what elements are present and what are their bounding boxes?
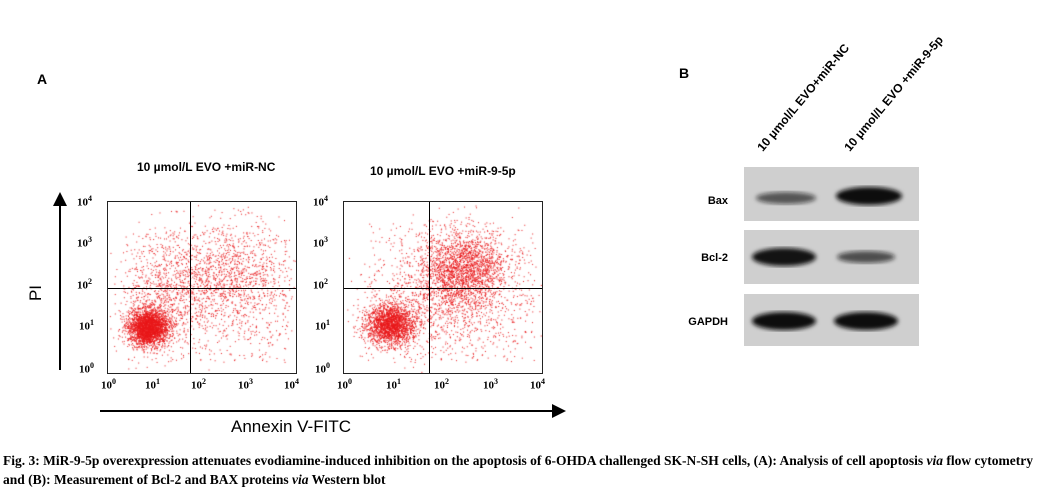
x-tick-1e1: 101 — [386, 377, 401, 392]
y-tick-1e3: 103 — [313, 235, 328, 250]
x-tick-1e4: 104 — [530, 377, 545, 392]
caption-text-2: flow cytometry and (B): Measurement of B… — [3, 453, 1034, 487]
flow-plot-mir-nc — [107, 201, 297, 374]
y-axis-label: PI — [26, 284, 46, 302]
y-tick-1e4: 104 — [77, 194, 92, 209]
y-tick-1e1: 101 — [315, 318, 330, 333]
lane-label-mir-nc: 10 μmol/L EVO+miR-NC — [754, 41, 853, 154]
flow-plot-mir-nc-dots — [108, 202, 296, 373]
blot-label-bax: Bax — [707, 195, 728, 207]
blot-bands-bax — [756, 187, 902, 205]
caption-via-2: via — [292, 472, 309, 487]
blot-strip-bcl2 — [744, 230, 919, 284]
band-gapdh-mir-nc — [752, 312, 816, 330]
caption-text-3: Western blot — [308, 472, 386, 487]
flow-plot-mir-9-5p-dots — [344, 202, 542, 373]
y-axis-arrow — [53, 192, 67, 370]
y-tick-1e4: 104 — [313, 194, 328, 209]
quadrant-gate-horizontal — [108, 288, 296, 289]
flow-plot-mir-9-5p — [343, 201, 543, 374]
caption-text-1: MiR-9-5p overexpression attenuates evodi… — [39, 453, 927, 468]
band-bax-mir-nc — [756, 192, 816, 204]
quadrant-gate-vertical — [190, 202, 191, 373]
figure-caption: Fig. 3: MiR-9-5p overexpression attenuat… — [3, 451, 1043, 489]
band-bcl2-mir-9-5p — [837, 251, 895, 263]
band-bax-mir-9-5p — [836, 187, 902, 205]
x-tick-1e0: 100 — [337, 377, 352, 392]
caption-via-1: via — [926, 453, 944, 468]
caption-fig-label: Fig. 3: — [3, 453, 40, 468]
blot-label-gapdh: GAPDH — [688, 316, 728, 328]
x-tick-1e3: 103 — [238, 377, 253, 392]
x-axis-label: Annexin V-FITC — [231, 417, 351, 436]
quadrant-gate-vertical — [429, 202, 430, 373]
y-tick-1e0: 100 — [79, 361, 94, 376]
lane-label-mir-9-5p: 10 μmol/L EVO +miR-9-5p — [841, 33, 946, 154]
band-bcl2-mir-nc — [752, 248, 816, 266]
x-tick-1e2: 102 — [434, 377, 449, 392]
blot-strip-bax — [744, 167, 919, 221]
x-axis-arrow — [100, 404, 566, 418]
blot-bands-bcl2 — [752, 248, 895, 266]
x-tick-1e4: 104 — [284, 377, 299, 392]
blot-strip-gapdh — [744, 294, 919, 346]
plot-1-title: 10 µmol/L EVO +miR-NC — [137, 160, 276, 174]
panel-b-letter: B — [679, 65, 690, 81]
x-tick-1e2: 102 — [191, 377, 206, 392]
y-tick-1e2: 102 — [313, 277, 328, 292]
y-tick-1e2: 102 — [77, 277, 92, 292]
plot-2-title: 10 µmol/L EVO +miR-9-5p — [370, 164, 516, 178]
blot-bands-gapdh — [752, 312, 898, 330]
blot-label-bcl2: Bcl-2 — [701, 252, 728, 264]
quadrant-gate-horizontal — [344, 288, 542, 289]
x-tick-1e0: 100 — [101, 377, 116, 392]
x-tick-1e3: 103 — [483, 377, 498, 392]
y-tick-1e3: 103 — [77, 235, 92, 250]
y-tick-1e0: 100 — [315, 361, 330, 376]
y-tick-1e1: 101 — [79, 318, 94, 333]
band-gapdh-mir-9-5p — [834, 312, 898, 330]
panel-a-letter: A — [37, 71, 48, 87]
x-tick-1e1: 101 — [145, 377, 160, 392]
